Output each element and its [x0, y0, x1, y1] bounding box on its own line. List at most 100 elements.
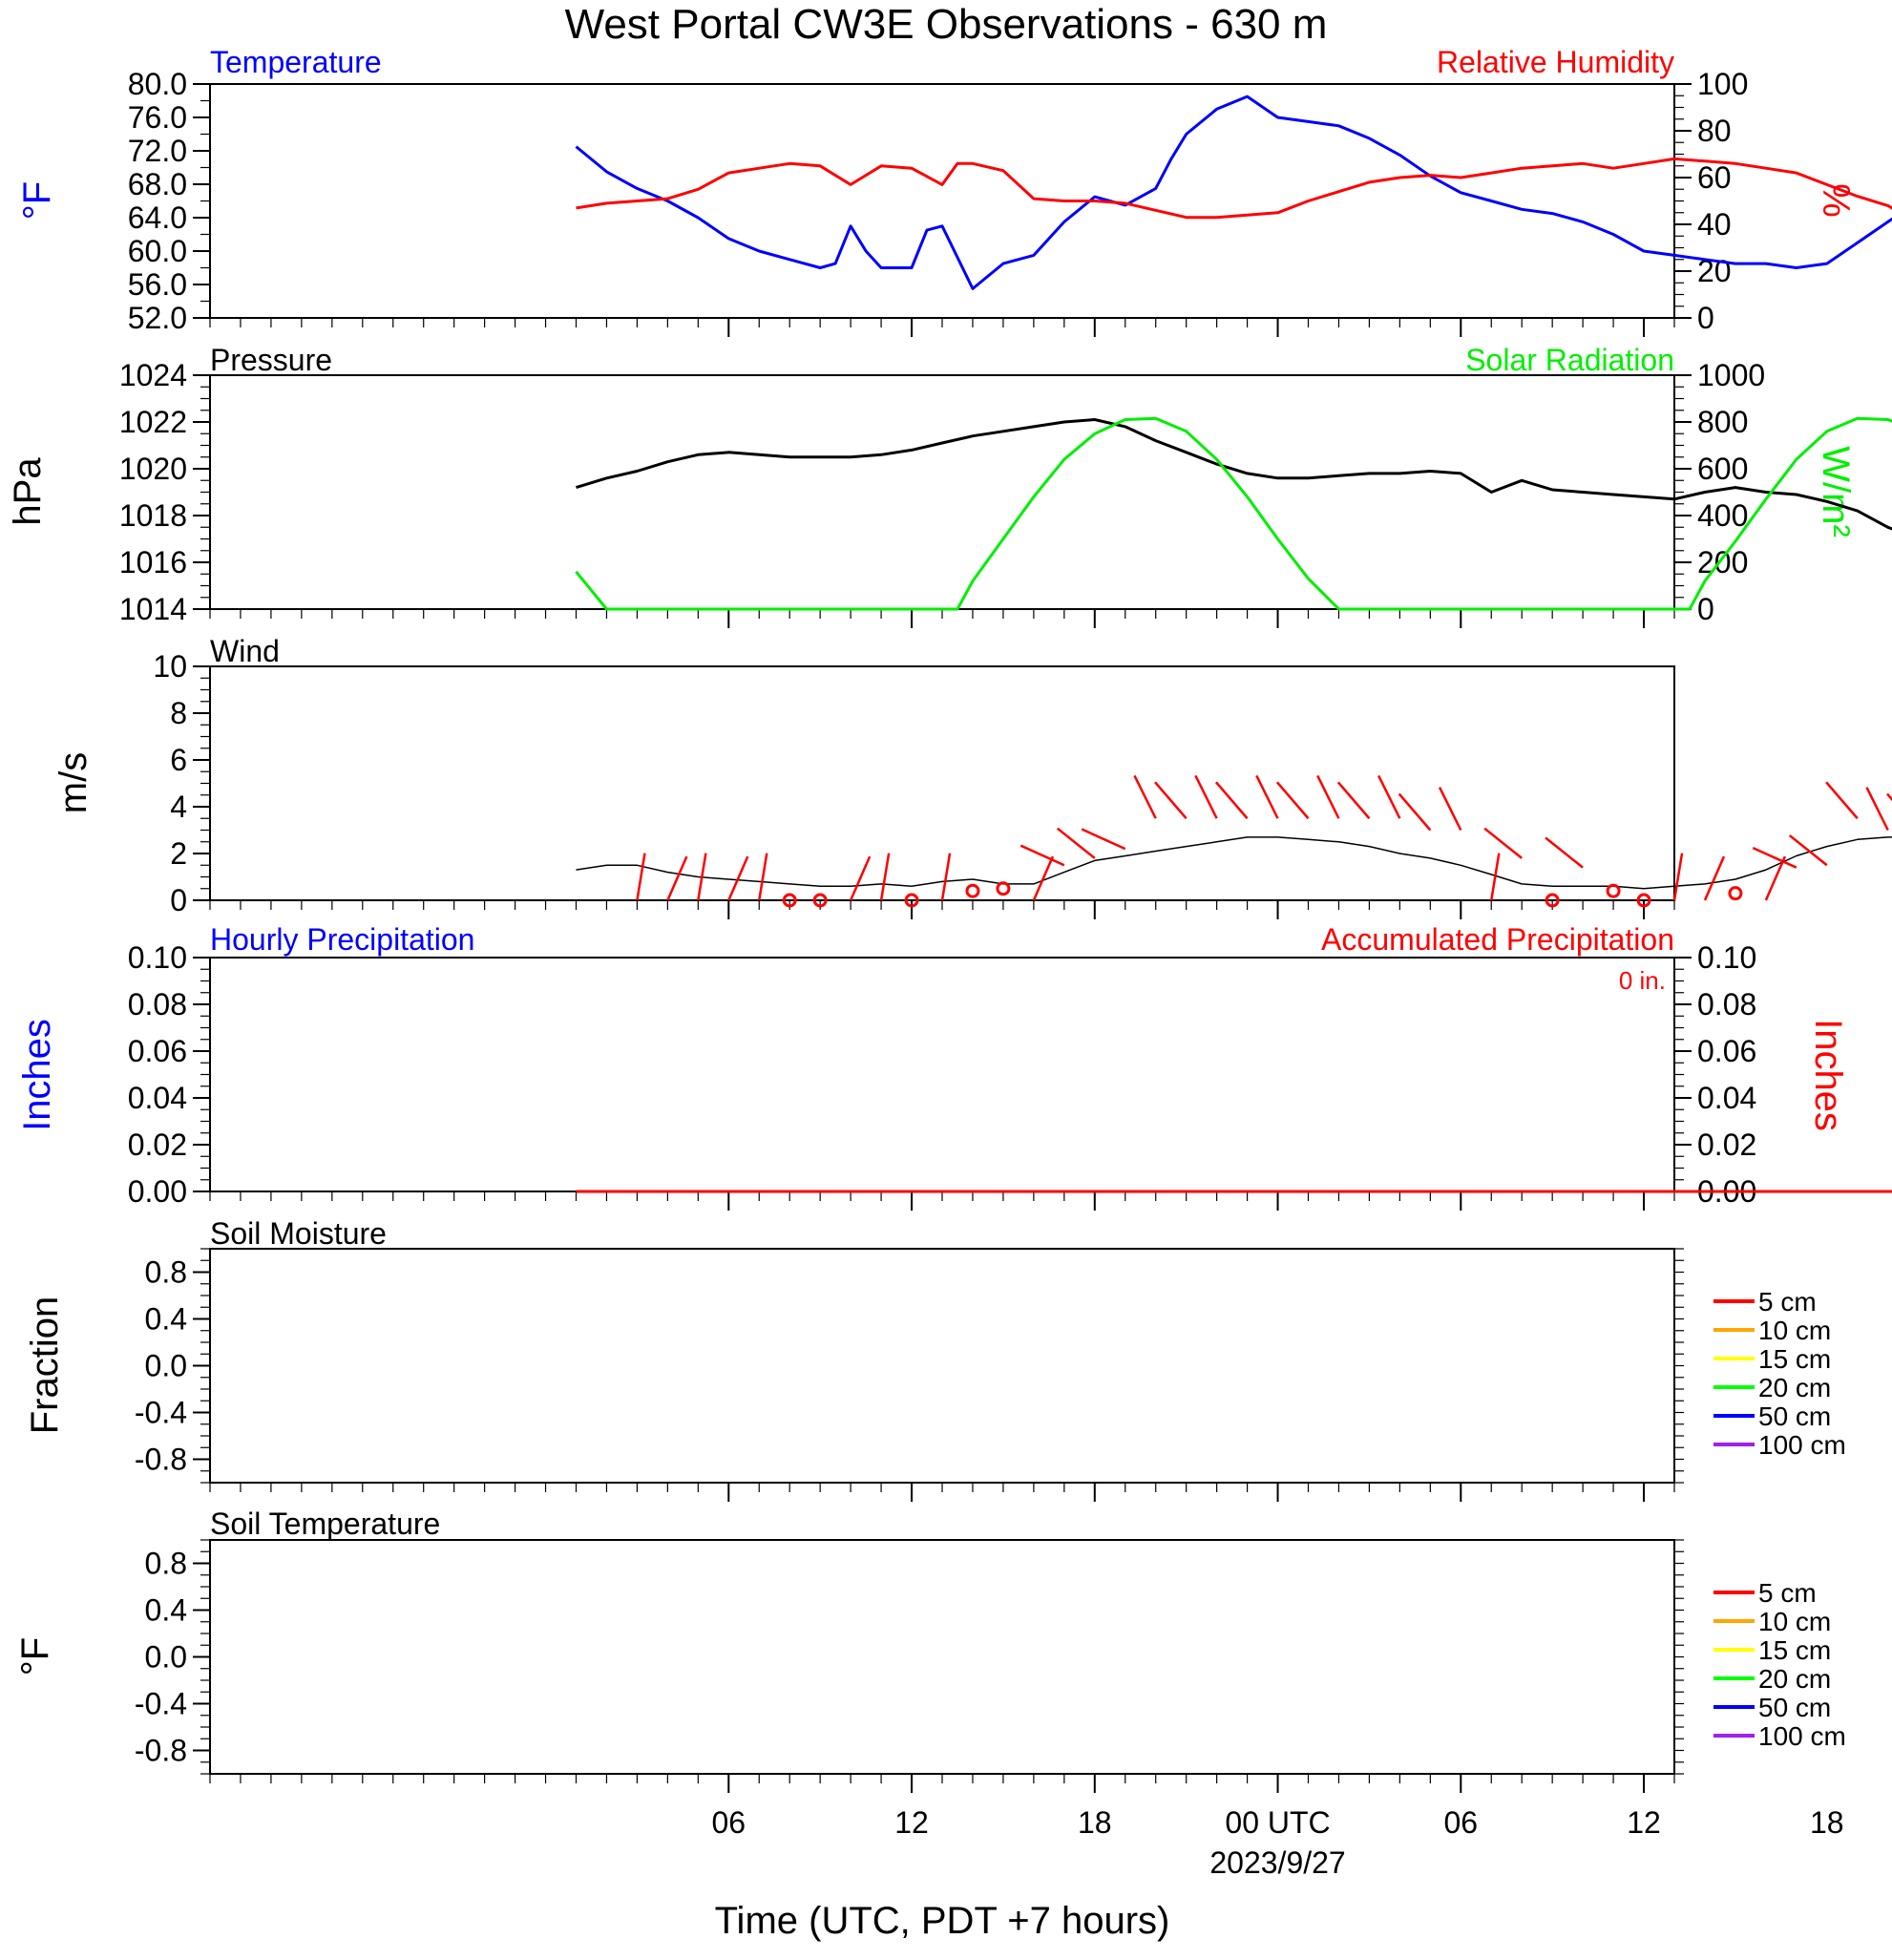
wind-barb — [1020, 844, 1065, 867]
wind-barb — [1490, 853, 1501, 901]
left-tick-label: 0.08 — [128, 987, 187, 1022]
right-tick-label: 40 — [1697, 207, 1732, 242]
wind-speed-line — [576, 836, 1892, 890]
x-tick-label: 06 — [1443, 1805, 1478, 1840]
left-tick-label: 68.0 — [128, 167, 187, 201]
left-tick-label: 2 — [170, 836, 187, 871]
wind-barb — [758, 853, 768, 901]
right-tick-label: 600 — [1697, 452, 1748, 486]
solar-unit: W/m² — [1815, 446, 1857, 537]
wind-barb — [1825, 781, 1859, 820]
calm-wind-marker — [782, 893, 797, 908]
legend-label: 20 cm — [1758, 1664, 1831, 1694]
left-tick-label: 64.0 — [128, 200, 187, 235]
left-tick-label: 76.0 — [128, 100, 187, 135]
legend-label: 10 cm — [1758, 1607, 1831, 1636]
pressure-solar-panel: Pressure Solar Radiation hPa W/m² 1024 10… — [7, 343, 1892, 628]
solar-title: Solar Radiation — [1465, 343, 1674, 377]
right-tick-label: 0 — [1697, 592, 1714, 626]
soil-moisture-x-ticks — [209, 1483, 1675, 1502]
left-tick-label: 1016 — [119, 545, 187, 580]
left-tick-label: 72.0 — [128, 134, 187, 168]
wind-barb — [666, 855, 688, 901]
wind-title: Wind — [210, 634, 280, 668]
pressure-left-ticks: 1024 1022 1020 1018 1016 1014 — [119, 358, 210, 626]
wind-barb — [1056, 827, 1096, 859]
wind-barb — [1336, 781, 1371, 820]
calm-wind-marker — [1545, 893, 1560, 908]
left-tick-label: 1014 — [119, 592, 187, 626]
solar-right-ticks: 1000 800 600 400 200 0 — [1674, 358, 1765, 626]
calm-wind-marker — [1606, 883, 1621, 898]
wind-barb — [1483, 827, 1523, 859]
soil-temp-panel: Soil Temperature °F 0.8 0.4 0.0 -0.4 -0.8 5 … — [14, 1507, 1846, 1880]
right-tick-label: 0.08 — [1697, 987, 1756, 1022]
right-tick-label: 400 — [1697, 498, 1748, 533]
left-tick-label: 80.0 — [128, 67, 187, 101]
pressure-x-ticks — [209, 609, 1675, 628]
wind-barb — [1886, 792, 1892, 802]
left-tick-label: 1020 — [119, 452, 187, 486]
soil-temp-frame — [209, 1539, 1675, 1775]
calm-wind-marker — [1636, 893, 1651, 908]
wind-barb — [1316, 774, 1340, 819]
temp-rh-frame — [209, 83, 1675, 319]
calm-wind-marker — [965, 883, 980, 898]
wind-series — [576, 774, 1892, 908]
legend-label: 10 cm — [1758, 1316, 1831, 1345]
wind-panel: Wind m/s 10 8 6 4 2 0 — [53, 634, 1892, 919]
left-tick-label: 0.06 — [128, 1034, 187, 1068]
legend-label: 15 cm — [1758, 1344, 1831, 1374]
soil-moisture-frame — [209, 1248, 1675, 1484]
figure-title: West Portal CW3E Observations - 630 m — [565, 1, 1328, 48]
pressure-unit: hPa — [7, 457, 49, 526]
right-tick-label: 1000 — [1697, 358, 1765, 392]
wind-barb — [1194, 774, 1218, 819]
legend-label: 50 cm — [1758, 1402, 1831, 1431]
wind-barb — [1275, 781, 1310, 820]
left-tick-label: 60.0 — [128, 234, 187, 268]
x-date-label: 2023/9/27 — [1209, 1845, 1345, 1880]
pressure-line — [576, 418, 1892, 531]
pressure-title: Pressure — [210, 343, 332, 377]
calm-wind-marker — [904, 893, 919, 908]
wind-unit: m/s — [53, 752, 95, 813]
right-tick-label: 800 — [1697, 405, 1748, 439]
legend-label: 50 cm — [1758, 1693, 1831, 1722]
wind-barb — [1255, 774, 1279, 819]
soil-moisture-panel: Soil Moisture Fraction 0.8 0.4 0.0 -0.4 -0.8… — [24, 1216, 1846, 1502]
accum-precip-total: 0 in. — [1619, 966, 1666, 995]
precip-left-ticks: 0.10 0.08 0.06 0.04 0.02 0.00 — [128, 940, 210, 1209]
left-tick-label: 52.0 — [128, 301, 187, 335]
soil-moisture-left-ticks: 0.8 0.4 0.0 -0.4 -0.8 — [135, 1248, 1684, 1484]
wind-barb — [1752, 847, 1797, 869]
left-tick-label: -0.4 — [135, 1396, 187, 1430]
wind-barb — [1154, 781, 1188, 820]
x-tick-label: 06 — [711, 1805, 746, 1840]
wind-barb — [1788, 834, 1828, 867]
left-tick-label: 0.04 — [128, 1081, 187, 1115]
wind-barb — [1865, 787, 1889, 832]
right-tick-label: 0 — [1697, 301, 1714, 335]
wind-barb — [1215, 781, 1249, 820]
pressure-solar-frame — [209, 374, 1675, 610]
accum-precip-unit: Inches — [1807, 1019, 1849, 1131]
wind-barb — [1081, 828, 1126, 851]
left-tick-label: 1022 — [119, 405, 187, 439]
wind-barb — [1133, 774, 1157, 819]
right-tick-label: 200 — [1697, 545, 1748, 580]
right-tick-label: 0.10 — [1697, 940, 1756, 975]
soil-temp-x-ticks — [209, 1774, 1675, 1793]
left-tick-label: 1024 — [119, 358, 187, 392]
temperature-title: Temperature — [210, 45, 382, 79]
wind-barb — [1032, 855, 1055, 901]
right-tick-label: 60 — [1697, 160, 1732, 195]
precip-right-ticks: 0.100.080.060.040.020.00 — [1674, 940, 1756, 1209]
left-tick-label: 10 — [153, 649, 187, 684]
wind-barb — [1672, 853, 1684, 901]
soil-temp-unit: °F — [14, 1637, 56, 1675]
pressure-solar-series — [575, 416, 1892, 611]
